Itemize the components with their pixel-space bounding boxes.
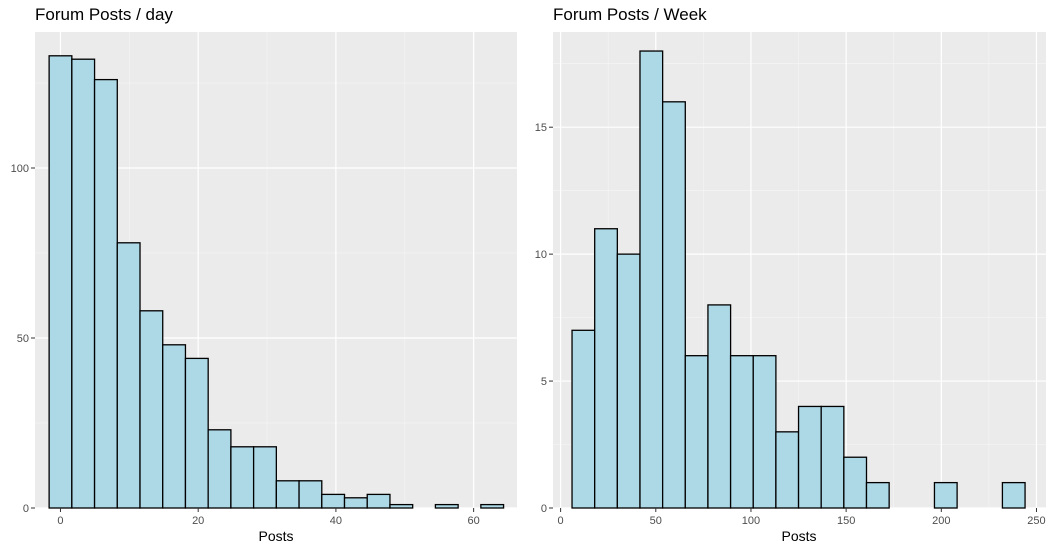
x-axis-ticks: 0 50 100 150 200 250	[558, 508, 1046, 527]
histogram-bar	[480, 503, 505, 509]
histogram-bar	[684, 355, 709, 509]
y-tick-label: 15	[535, 122, 547, 134]
histogram-bar	[275, 480, 300, 509]
histogram-bar	[71, 58, 96, 509]
x-axis-title: Posts	[258, 528, 293, 544]
x-tick-label: 0	[57, 515, 63, 527]
y-tick-label: 0	[541, 503, 547, 515]
y-tick-label: 100	[11, 163, 29, 175]
histogram-bar	[298, 480, 323, 509]
histogram-bar	[639, 50, 664, 509]
x-axis-ticks: 0 20 40 60	[57, 508, 480, 527]
x-tick-label: 100	[742, 515, 760, 527]
y-axis-ticks: 0 50 100	[11, 163, 35, 515]
minor-gridlines	[553, 32, 1046, 508]
y-tick-label: 10	[535, 249, 547, 261]
x-tick-label: 0	[558, 515, 564, 527]
histogram-bar	[661, 101, 686, 509]
chart-forum-posts-week: Forum Posts / Week 0 50 100 150 200 250 0 5 10 1…	[535, 5, 1046, 544]
histogram-bar	[252, 446, 277, 509]
histogram-bars	[571, 50, 1026, 509]
histogram-bar	[184, 357, 209, 509]
histogram-bar	[343, 497, 368, 509]
histogram-bar	[48, 55, 73, 509]
histogram-bar	[933, 481, 958, 509]
x-tick-label: 50	[650, 515, 662, 527]
y-tick-label: 5	[541, 376, 547, 388]
histogram-bar	[820, 405, 845, 509]
y-tick-label: 0	[23, 503, 29, 515]
chart-forum-posts-day: Forum Posts / day 0 20 40 60 0 50 100 Posts	[11, 5, 517, 544]
histogram-bar	[321, 493, 346, 509]
histogram-bar	[865, 481, 890, 509]
histogram-bar	[207, 429, 232, 509]
histogram-bar	[729, 355, 754, 509]
histogram-bar	[707, 304, 732, 509]
histogram-bar	[594, 228, 618, 509]
y-tick-label: 50	[17, 333, 29, 345]
histogram-bar	[116, 242, 141, 509]
x-tick-label: 20	[192, 515, 204, 527]
histogram-bar	[1001, 481, 1026, 509]
x-tick-label: 150	[837, 515, 855, 527]
histogram-bar	[775, 431, 800, 509]
histogram-bar	[616, 253, 641, 509]
histogram-bar	[571, 329, 596, 509]
chart-title: Forum Posts / Week	[553, 5, 707, 24]
histogram-bar	[93, 78, 118, 509]
histogram-bar	[843, 456, 868, 509]
histogram-bar	[162, 344, 187, 509]
x-tick-label: 200	[932, 515, 950, 527]
histogram-bar	[797, 405, 822, 509]
histogram-bar	[366, 493, 391, 509]
chart-title: Forum Posts / day	[35, 5, 173, 24]
histogram-bar	[389, 503, 414, 509]
histogram-bar	[434, 503, 459, 509]
x-tick-label: 250	[1027, 515, 1045, 527]
y-axis-ticks: 0 5 10 15	[535, 122, 553, 515]
histogram-bars	[48, 55, 505, 509]
x-tick-label: 60	[467, 515, 479, 527]
histogram-bar	[139, 310, 164, 509]
x-axis-title: Posts	[781, 528, 816, 544]
histogram-bar	[752, 355, 777, 509]
histogram-bar	[230, 446, 255, 509]
x-tick-label: 40	[330, 515, 342, 527]
